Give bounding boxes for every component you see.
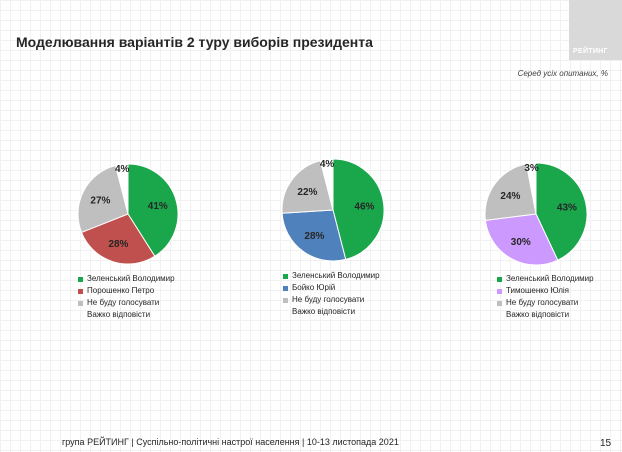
legend-label: Важко відповісти	[292, 307, 356, 316]
pie-data-label: 46%	[354, 202, 374, 213]
pie-slice	[281, 209, 347, 262]
pie-chart-2: 46% 28% 22% 4%	[277, 154, 389, 271]
pie-data-label: 4%	[115, 164, 130, 175]
legend-swatch	[78, 288, 83, 294]
pie-slice	[525, 162, 537, 215]
pie-data-label: 22%	[297, 187, 317, 198]
slide-title: Моделювання варіантів 2 туру виборів пре…	[16, 34, 373, 50]
legend-item: Тимошенко Юлія	[497, 285, 594, 297]
legend-item: Важко відповісти	[497, 309, 594, 321]
pie-slice	[80, 213, 156, 265]
legend-swatch	[497, 313, 502, 318]
legend-label: Важко відповісти	[506, 310, 570, 319]
legend-label: Не буду голосувати	[506, 298, 579, 307]
pie-slice	[535, 162, 588, 261]
legend-swatch	[283, 310, 288, 315]
footer-text: група РЕЙТИНГ | Суспільно-політичні наст…	[62, 437, 399, 447]
legend-swatch	[78, 313, 83, 318]
pie-data-label: 28%	[108, 239, 128, 250]
pie-chart-2-svg: 46% 28% 22% 4%	[281, 158, 385, 262]
logo-text: РЕЙТИНГ	[573, 48, 608, 55]
pie-slice	[319, 158, 334, 211]
legend-item: Зеленський Володимир	[497, 273, 594, 285]
legend-swatch	[283, 297, 288, 303]
legend-swatch	[497, 300, 502, 306]
page-number: 15	[600, 438, 612, 449]
legend-1: Зеленський Володимир Порошенко Петро Не бу…	[78, 273, 175, 321]
pie-data-label: 27%	[90, 195, 110, 206]
legend-item: Зеленський Володимир	[78, 273, 175, 285]
rating-logo: РЕЙТИНГ	[569, 0, 622, 60]
pie-data-label: 41%	[148, 201, 168, 212]
legend-label: Бойко Юрій	[292, 283, 336, 292]
pie-data-label: 43%	[557, 203, 577, 214]
legend-label: Не буду голосувати	[87, 298, 160, 307]
pie-slice	[484, 163, 537, 221]
legend-item: Зеленський Володимир	[283, 270, 380, 282]
legend-item: Важко відповісти	[283, 306, 380, 318]
legend-item: Важко відповісти	[78, 309, 175, 321]
legend-item: Не буду голосувати	[283, 294, 380, 306]
legend-swatch	[497, 288, 502, 294]
legend-label: Не буду голосувати	[292, 295, 365, 304]
legend-swatch	[283, 285, 288, 291]
chart-subtitle: Серед усіх опитаних, %	[517, 69, 608, 78]
legend-3: Зеленський Володимир Тимошенко Юлія Не буд…	[497, 273, 594, 321]
legend-swatch	[78, 276, 83, 282]
pie-data-label: 24%	[500, 191, 520, 202]
legend-swatch	[78, 300, 83, 306]
legend-label: Зеленський Володимир	[292, 271, 380, 280]
pie-slice	[332, 158, 385, 261]
legend-item: Не буду голосувати	[497, 297, 594, 309]
pie-chart-1: 41% 28% 27% 4%	[72, 158, 184, 275]
pie-data-label: 30%	[511, 237, 531, 248]
pie-slice	[484, 213, 559, 266]
legend-item: Бойко Юрій	[283, 282, 380, 294]
pie-data-label: 28%	[304, 231, 324, 242]
legend-swatch	[283, 273, 288, 279]
pie-slice	[281, 159, 334, 214]
pie-slice	[114, 163, 129, 215]
pie-chart-1-svg: 41% 28% 27% 4%	[77, 163, 179, 265]
legend-label: Зеленський Володимир	[87, 274, 175, 283]
legend-label: Порошенко Петро	[87, 286, 155, 295]
pie-data-label: 4%	[320, 159, 335, 170]
legend-label: Важко відповісти	[87, 310, 151, 319]
legend-2: Зеленський Володимир Бойко Юрій Не буду го…	[283, 270, 380, 318]
legend-label: Тимошенко Юлія	[506, 286, 569, 295]
legend-item: Порошенко Петро	[78, 285, 175, 297]
pie-chart-3-svg: 43% 30% 24% 3%	[484, 162, 588, 266]
legend-label: Зеленський Володимир	[506, 274, 594, 283]
legend-swatch	[497, 276, 502, 282]
pie-slice	[77, 164, 129, 234]
legend-item: Не буду голосувати	[78, 297, 175, 309]
pie-data-label: 3%	[524, 163, 539, 174]
pie-chart-3: 43% 30% 24% 3%	[480, 158, 592, 275]
